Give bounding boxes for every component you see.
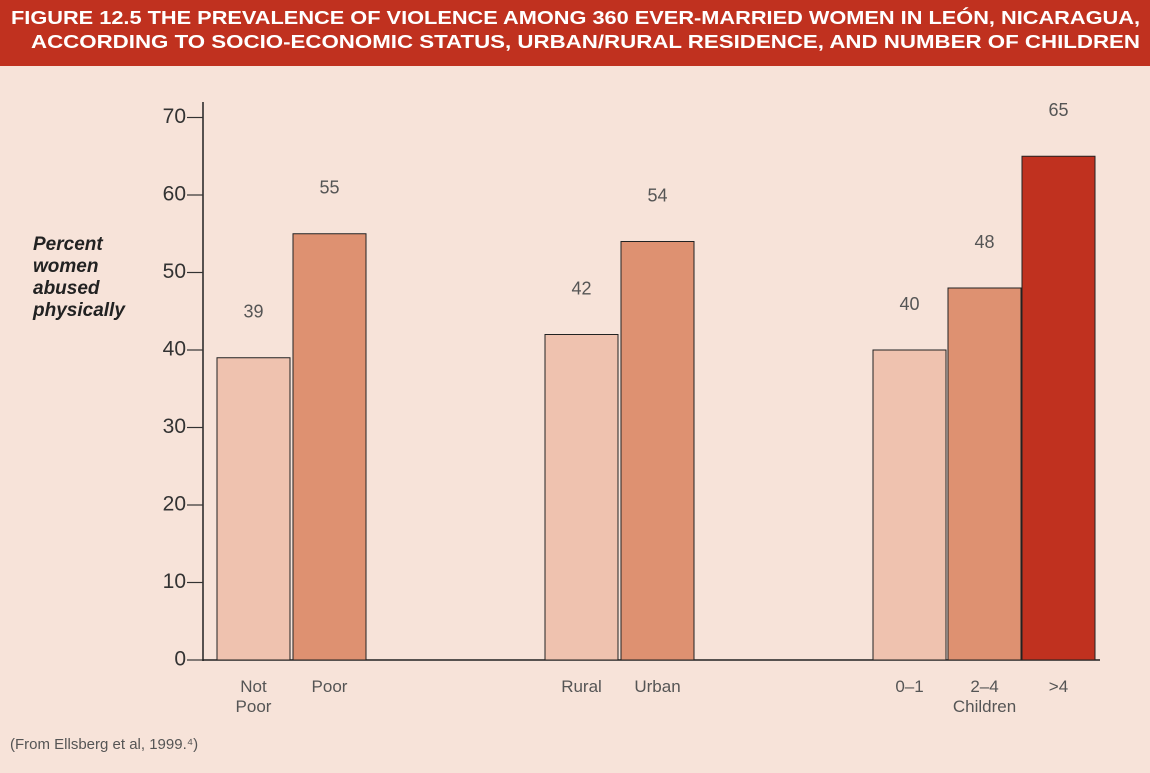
x-tick-label: Rural	[561, 677, 602, 696]
y-axis-title: Percent women abused physically	[33, 234, 125, 321]
y-tick-label: 30	[163, 415, 186, 438]
chart-title: ACCORDING TO SOCIO-ECONOMIC STATUS, URBA…	[31, 32, 1140, 52]
bar	[292, 233, 367, 661]
data-label: 48	[974, 232, 994, 252]
source-note: (From Ellsberg et al, 1999.⁴)	[10, 736, 199, 753]
data-label: 42	[571, 278, 591, 298]
x-tick-label: 0–1	[895, 677, 924, 696]
x-tick-label: Not Poor	[235, 677, 272, 716]
bar	[216, 357, 291, 661]
data-label: 40	[899, 294, 919, 314]
x-tick-label: Poor	[311, 677, 348, 696]
bar	[1021, 155, 1096, 661]
y-tick-label: 70	[163, 105, 186, 128]
data-label: 39	[243, 302, 263, 322]
chart-title: FIGURE 12.5 THE PREVALENCE OF VIOLENCE A…	[11, 7, 1140, 28]
bar	[544, 334, 619, 661]
bar	[620, 241, 695, 661]
x-tick-label: >4	[1048, 677, 1069, 696]
data-label: 65	[1048, 100, 1068, 120]
y-tick-label: 20	[163, 493, 186, 516]
y-tick-label: 60	[163, 183, 186, 206]
y-tick-label: 10	[163, 570, 186, 593]
title-bar	[0, 0, 1150, 66]
bar	[872, 349, 947, 661]
x-tick-label: 2–4	[970, 677, 999, 696]
data-label: 54	[647, 185, 667, 205]
y-tick-label: 40	[163, 338, 186, 361]
bar	[947, 287, 1022, 661]
x-tick-label: Urban	[634, 677, 681, 696]
data-label: 55	[319, 178, 339, 198]
group-label: Children	[952, 697, 1017, 716]
y-tick-label: 50	[163, 260, 186, 283]
y-tick-label: 0	[174, 648, 186, 671]
